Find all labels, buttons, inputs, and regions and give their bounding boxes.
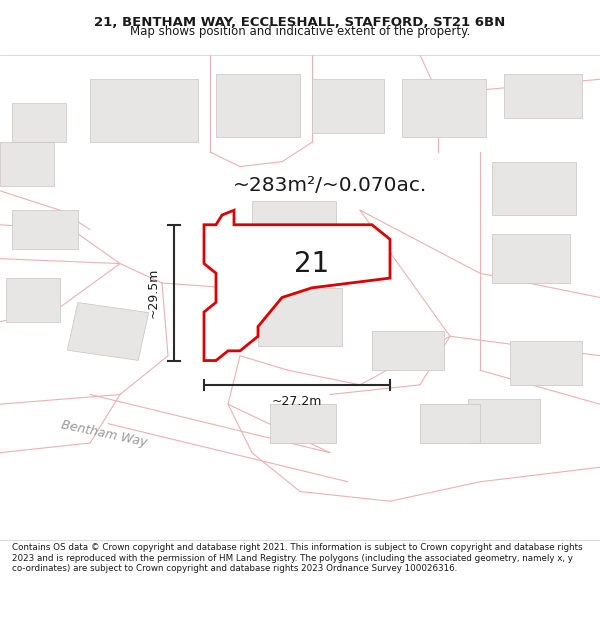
Text: ~283m²/~0.070ac.: ~283m²/~0.070ac.	[233, 176, 427, 196]
Bar	[492, 162, 576, 215]
Bar	[270, 404, 336, 443]
Bar	[216, 74, 300, 138]
Text: ~29.5m: ~29.5m	[146, 268, 160, 318]
Bar	[258, 288, 342, 346]
Bar	[252, 201, 336, 259]
Bar	[12, 104, 66, 142]
Polygon shape	[67, 302, 149, 361]
Bar	[12, 210, 78, 249]
Text: 21: 21	[295, 249, 329, 278]
Bar	[468, 399, 540, 443]
Text: ~27.2m: ~27.2m	[272, 395, 322, 408]
Bar	[372, 331, 444, 370]
Bar	[0, 142, 54, 186]
Text: Contains OS data © Crown copyright and database right 2021. This information is : Contains OS data © Crown copyright and d…	[12, 543, 583, 573]
Text: 21, BENTHAM WAY, ECCLESHALL, STAFFORD, ST21 6BN: 21, BENTHAM WAY, ECCLESHALL, STAFFORD, S…	[94, 16, 506, 29]
Text: Map shows position and indicative extent of the property.: Map shows position and indicative extent…	[130, 26, 470, 39]
Bar	[420, 404, 480, 443]
Bar	[6, 278, 60, 322]
Bar	[312, 79, 384, 132]
Polygon shape	[204, 210, 390, 361]
Bar	[510, 341, 582, 385]
Bar	[90, 79, 198, 142]
Bar	[504, 74, 582, 118]
Bar	[492, 234, 570, 283]
Bar	[402, 79, 486, 138]
Text: Bentham Way: Bentham Way	[60, 418, 148, 449]
